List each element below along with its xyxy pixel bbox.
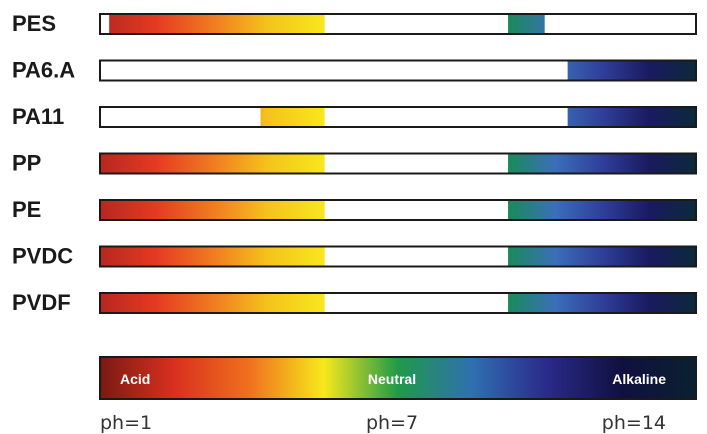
rows-group: PES PA6.A PA11 PP PE PVDC PVDF — [12, 11, 697, 315]
row-pp: PP — [12, 151, 697, 176]
acid-range-bar — [100, 246, 325, 267]
alkaline-range-bar — [508, 293, 696, 313]
alkaline-range-bar — [508, 200, 696, 220]
row-pa11: PA11 — [12, 104, 697, 129]
category-label: PA6.A — [12, 58, 75, 83]
bar-outline — [99, 106, 697, 128]
category-label: PE — [12, 197, 41, 222]
alkaline-range-bar — [508, 246, 696, 267]
acid-range-bar — [100, 200, 325, 220]
bar-outline — [99, 59, 697, 82]
ph-spectrum-bar — [99, 356, 697, 400]
bar-outline — [99, 245, 697, 268]
category-label: PA11 — [12, 104, 64, 129]
bar-track — [100, 60, 696, 81]
bar-outline — [99, 152, 697, 175]
alkaline-range-bar — [508, 14, 545, 34]
bar-outline — [99, 199, 697, 221]
row-pa6-a: PA6.A — [12, 58, 697, 83]
legend-label-acid: Acid — [120, 371, 150, 387]
alkaline-range-bar — [567, 60, 696, 81]
acid-range-bar — [260, 107, 325, 127]
alkaline-range-bar — [567, 107, 696, 127]
bar-outline — [99, 13, 697, 35]
row-pvdf: PVDF — [12, 290, 697, 315]
acid-range-bar — [100, 293, 325, 313]
legend-label-neutral: Neutral — [368, 371, 416, 387]
legend-label-alkaline: Alkaline — [612, 371, 666, 387]
category-label: PP — [12, 151, 41, 176]
category-label: PVDF — [12, 290, 71, 315]
legend-group: Acid Neutral Alkaline ph=1 ph=7 ph=14 — [99, 356, 697, 434]
ph-tick-label: ph=14 — [602, 412, 666, 434]
bar-track — [100, 107, 696, 127]
category-label: PES — [12, 11, 56, 36]
alkaline-range-bar — [508, 153, 696, 174]
acid-range-bar — [109, 14, 325, 34]
ph-tick-label: ph=7 — [366, 412, 418, 434]
category-label: PVDC — [12, 244, 73, 269]
row-pes: PES — [12, 11, 697, 36]
bar-outline — [99, 292, 697, 314]
ph-tick-label: ph=1 — [100, 412, 152, 434]
row-pe: PE — [12, 197, 697, 222]
row-pvdc: PVDC — [12, 244, 697, 269]
acid-range-bar — [100, 153, 325, 174]
